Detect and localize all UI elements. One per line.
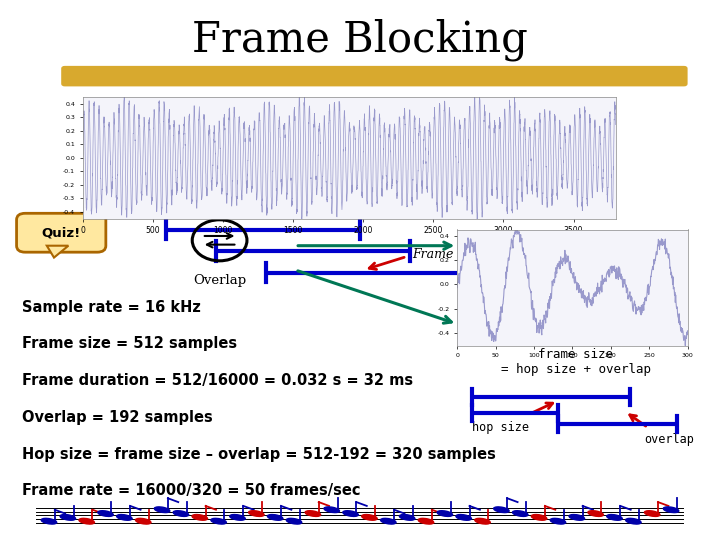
- Ellipse shape: [400, 515, 415, 520]
- Ellipse shape: [513, 511, 528, 516]
- Ellipse shape: [248, 511, 264, 516]
- Ellipse shape: [79, 518, 94, 524]
- FancyBboxPatch shape: [17, 213, 106, 252]
- Ellipse shape: [135, 518, 151, 524]
- Ellipse shape: [456, 515, 472, 520]
- Text: Frame size = 512 samples: Frame size = 512 samples: [22, 336, 237, 352]
- Text: Frame: Frame: [412, 248, 453, 261]
- Text: Quiz!: Quiz!: [42, 226, 81, 239]
- Text: Hop size = frame size – overlap = 512-192 = 320 samples: Hop size = frame size – overlap = 512-19…: [22, 447, 495, 462]
- Text: Overlap: Overlap: [193, 274, 246, 287]
- Ellipse shape: [550, 518, 566, 524]
- Ellipse shape: [305, 511, 320, 516]
- Ellipse shape: [381, 518, 396, 524]
- Ellipse shape: [324, 507, 339, 512]
- Text: Overlap = 192 samples: Overlap = 192 samples: [22, 410, 212, 425]
- Ellipse shape: [474, 518, 490, 524]
- Ellipse shape: [98, 511, 113, 516]
- Ellipse shape: [663, 507, 679, 512]
- Ellipse shape: [531, 515, 546, 520]
- Ellipse shape: [60, 515, 76, 520]
- Ellipse shape: [211, 518, 226, 524]
- Ellipse shape: [117, 515, 132, 520]
- Ellipse shape: [418, 518, 433, 524]
- Ellipse shape: [626, 518, 641, 524]
- FancyBboxPatch shape: [61, 66, 688, 86]
- Ellipse shape: [41, 518, 57, 524]
- Ellipse shape: [343, 511, 359, 516]
- Ellipse shape: [192, 515, 207, 520]
- Ellipse shape: [569, 515, 585, 520]
- Ellipse shape: [644, 511, 660, 516]
- Text: frame size
= hop size + overlap: frame size = hop size + overlap: [501, 348, 651, 376]
- Text: overlap: overlap: [644, 433, 695, 446]
- Text: Frame Blocking: Frame Blocking: [192, 19, 528, 62]
- Polygon shape: [47, 246, 68, 258]
- Text: Sample rate = 16 kHz: Sample rate = 16 kHz: [22, 300, 200, 315]
- Ellipse shape: [174, 511, 189, 516]
- Ellipse shape: [230, 515, 246, 520]
- Text: hop size: hop size: [472, 421, 529, 434]
- Ellipse shape: [588, 511, 603, 516]
- Ellipse shape: [607, 515, 622, 520]
- Ellipse shape: [361, 515, 377, 520]
- Ellipse shape: [437, 511, 453, 516]
- Ellipse shape: [494, 507, 509, 512]
- Text: Frame duration = 512/16000 = 0.032 s = 32 ms: Frame duration = 512/16000 = 0.032 s = 3…: [22, 373, 413, 388]
- Ellipse shape: [154, 507, 170, 512]
- Ellipse shape: [267, 515, 283, 520]
- Text: Frame rate = 16000/320 = 50 frames/sec: Frame rate = 16000/320 = 50 frames/sec: [22, 483, 360, 498]
- Ellipse shape: [287, 518, 302, 524]
